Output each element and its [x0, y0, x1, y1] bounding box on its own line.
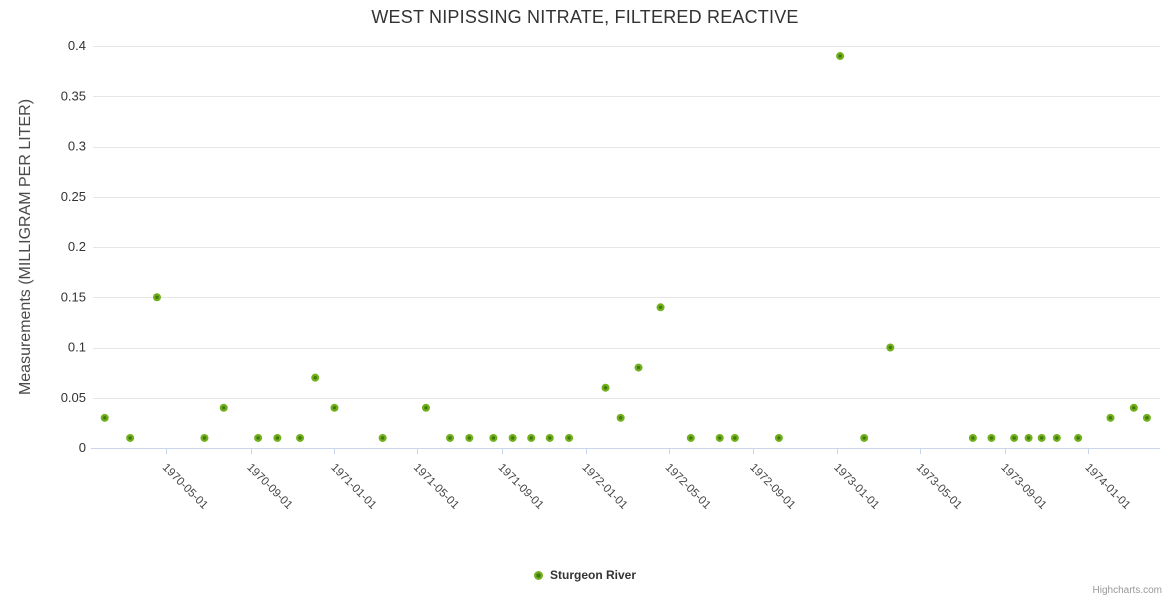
data-point-core [1076, 436, 1080, 440]
data-point-core [971, 436, 975, 440]
data-point-core [222, 406, 226, 410]
data-point-core [510, 436, 515, 440]
data-point-core [603, 386, 608, 390]
legend: Sturgeon River [0, 568, 1170, 582]
y-tick-label: 0 [79, 440, 86, 455]
data-point-core [448, 436, 452, 440]
x-tick-label: 1973-09-01 [998, 462, 1048, 512]
data-point-core [424, 406, 428, 410]
data-point-core [989, 436, 994, 440]
data-point-core [636, 365, 641, 370]
data-point-core [862, 436, 866, 440]
x-tick-label: 1972-01-01 [579, 462, 629, 512]
data-point-core [275, 436, 280, 440]
chart-title: WEST NIPISSING NITRATE, FILTERED REACTIV… [371, 7, 799, 27]
data-point-core [548, 436, 552, 440]
data-point-core [1055, 436, 1059, 440]
x-tick-label: 1974-01-01 [1082, 462, 1132, 512]
data-point-core [128, 436, 132, 440]
data-point-core [155, 295, 159, 299]
y-tick-label: 0.2 [68, 239, 86, 254]
legend-marker-icon [533, 570, 543, 580]
x-tick-label: 1973-01-01 [831, 462, 881, 512]
data-point-core [777, 436, 781, 440]
x-tick-label: 1971-09-01 [496, 462, 546, 512]
x-tick-label: 1972-09-01 [747, 462, 797, 512]
y-tick-label: 0.05 [61, 390, 86, 405]
data-point-core [467, 436, 472, 440]
data-point-core [1026, 436, 1031, 440]
data-point-core [567, 436, 571, 440]
y-tick-label: 0.1 [68, 340, 86, 355]
y-tick-label: 0.3 [68, 139, 86, 154]
data-point-core [529, 436, 533, 440]
x-tick-label: 1971-01-01 [328, 462, 378, 512]
x-tick-label: 1970-05-01 [160, 462, 210, 512]
data-point-core [733, 436, 737, 440]
data-point-core [1145, 416, 1149, 420]
data-point-core [718, 436, 722, 440]
x-tick-label: 1973-05-01 [914, 462, 964, 512]
x-tick-label: 1972-05-01 [663, 462, 713, 512]
y-tick-label: 0.25 [61, 189, 86, 204]
data-point-core [618, 416, 623, 420]
x-tick-label: 1970-09-01 [244, 462, 294, 512]
data-point-core [491, 436, 496, 440]
data-point-core [888, 345, 893, 350]
data-point-core [313, 375, 317, 380]
data-point-core [1039, 436, 1044, 440]
data-point-core [256, 436, 260, 440]
data-point-core [689, 436, 693, 440]
data-point-core [380, 436, 385, 440]
data-point-core [332, 406, 337, 410]
x-tick-label: 1971-05-01 [411, 462, 461, 512]
data-point-core [1132, 406, 1136, 410]
data-point-core [298, 436, 302, 440]
data-point-core [1012, 436, 1016, 440]
data-point-core [202, 436, 207, 440]
data-point-core [838, 54, 842, 58]
data-point-core [1108, 416, 1113, 420]
y-tick-label: 0.4 [68, 38, 86, 53]
y-tick-label: 0.15 [61, 289, 86, 304]
data-point-core [658, 305, 663, 309]
legend-item-sturgeon-river[interactable]: Sturgeon River [549, 568, 636, 582]
data-point-core [102, 416, 107, 420]
y-tick-label: 0.35 [61, 88, 86, 103]
credits-link[interactable]: Highcharts.com [1092, 585, 1162, 596]
